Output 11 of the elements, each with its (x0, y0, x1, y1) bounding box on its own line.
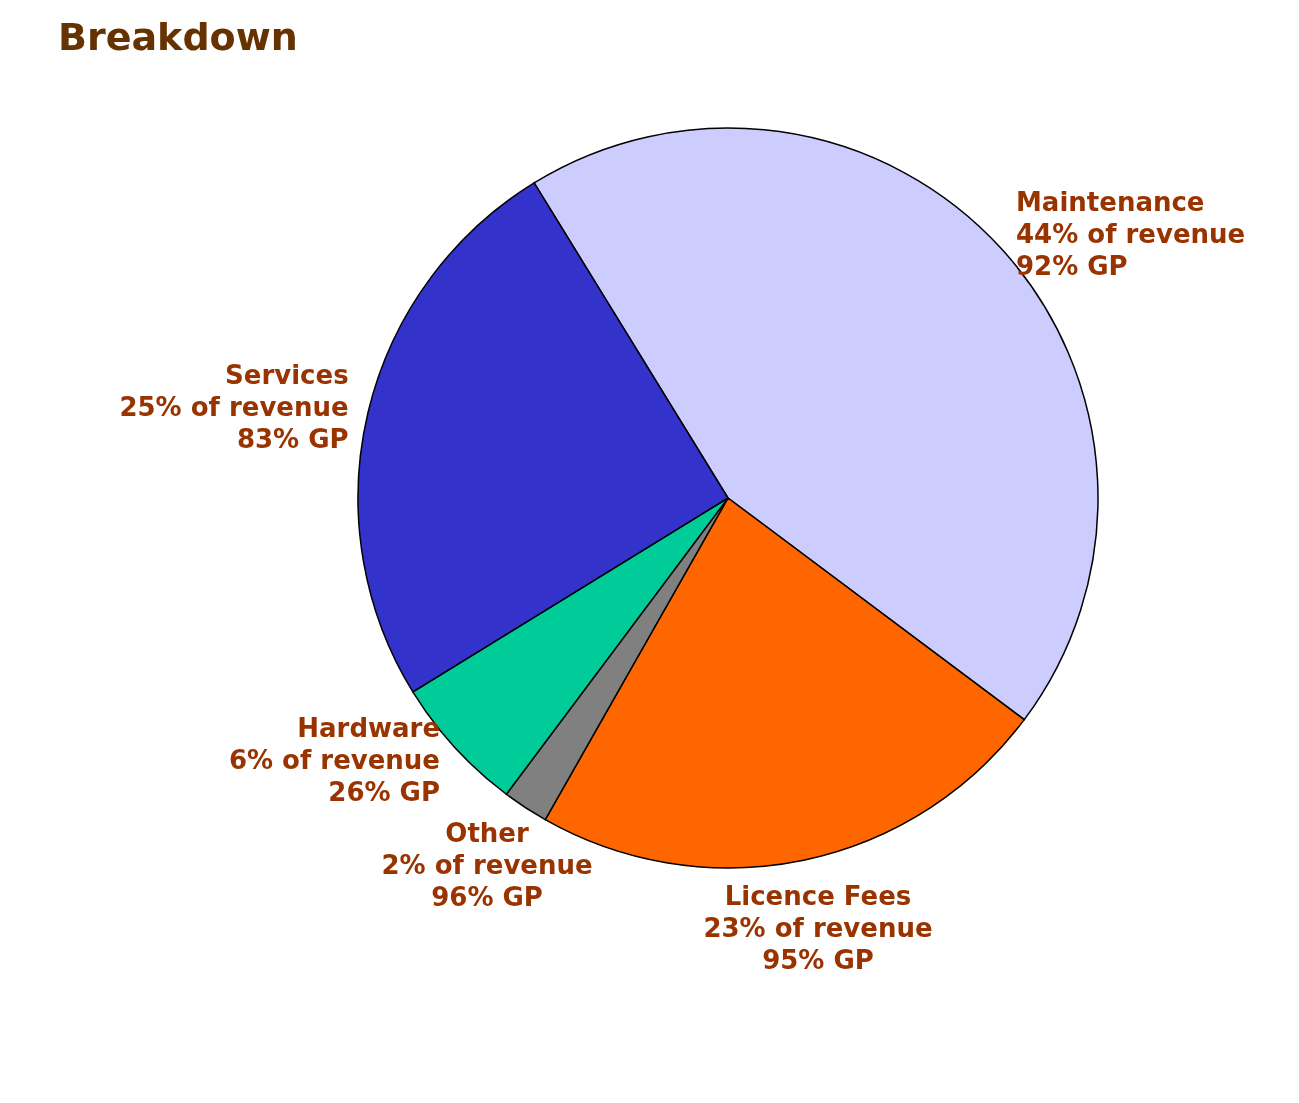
data-label: 25% of revenue 83% GP (119, 391, 349, 454)
slice-label: Licence Fees (724, 880, 912, 911)
data-label: 23% of revenue 95% GP (703, 912, 933, 975)
slice-label: Maintenance (1016, 186, 1205, 217)
chart-title: Breakdown (58, 15, 298, 59)
slice-label: Services (225, 359, 349, 390)
data-label: 6% of revenue 26% GP (228, 744, 440, 807)
slice-label: Hardware (297, 712, 440, 743)
data-label: 44% of revenue 92% GP (1016, 218, 1246, 281)
slice-label: Other (445, 817, 529, 848)
data-label: 2% of revenue 96% GP (381, 849, 593, 912)
